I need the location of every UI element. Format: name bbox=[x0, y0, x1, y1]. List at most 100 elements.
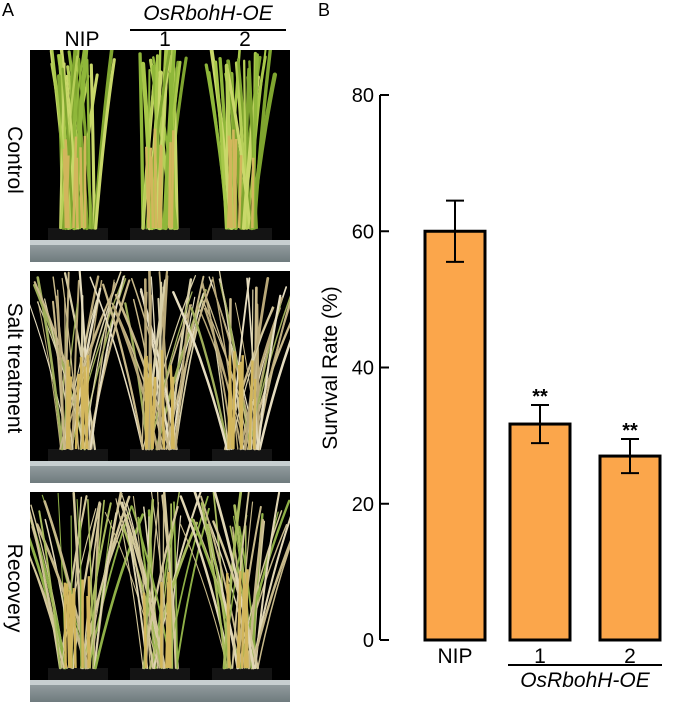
stem bbox=[87, 576, 91, 669]
x-tick-label: 1 bbox=[534, 645, 546, 668]
leaf-blade bbox=[258, 338, 290, 451]
stem bbox=[226, 583, 231, 669]
leaf-blade bbox=[94, 58, 116, 230]
stem bbox=[63, 582, 67, 669]
photo-salt-treatment bbox=[30, 271, 290, 483]
leaf-blade bbox=[257, 294, 282, 451]
stem bbox=[251, 157, 255, 229]
leaf-blade bbox=[257, 544, 290, 669]
stem bbox=[170, 130, 175, 229]
panel-a-col-label-2: 2 bbox=[239, 28, 251, 51]
panel-b-letter: B bbox=[318, 0, 331, 20]
stem bbox=[240, 355, 244, 450]
stem bbox=[72, 588, 77, 669]
leaf-blade bbox=[163, 492, 177, 669]
row-label-recovery: Recovery bbox=[3, 543, 26, 633]
stem bbox=[62, 148, 68, 229]
plants-control-image bbox=[48, 50, 278, 252]
stem bbox=[160, 350, 166, 450]
stem bbox=[69, 594, 74, 669]
stem bbox=[65, 583, 71, 669]
stem bbox=[232, 351, 236, 450]
stem bbox=[142, 592, 148, 669]
panel-a-col-label-1: 1 bbox=[159, 28, 171, 51]
x-tick-label: 2 bbox=[624, 645, 636, 668]
panel-a-letter: A bbox=[2, 0, 15, 20]
stem bbox=[252, 378, 257, 450]
stem bbox=[227, 366, 232, 450]
stem bbox=[166, 593, 172, 669]
leaf-blade bbox=[190, 307, 229, 451]
leaf-blade bbox=[203, 307, 243, 451]
leaf-blade bbox=[115, 498, 144, 669]
stem bbox=[167, 142, 172, 229]
stem bbox=[236, 571, 242, 669]
stem bbox=[79, 147, 84, 229]
plants-salt-image bbox=[30, 271, 290, 473]
bar bbox=[598, 454, 662, 642]
leaf-blade bbox=[172, 291, 229, 451]
bars: ** ** bbox=[423, 199, 662, 642]
y-tick-label: 60 bbox=[352, 221, 374, 243]
stem bbox=[72, 136, 78, 229]
stem bbox=[240, 572, 246, 669]
stem bbox=[170, 376, 175, 450]
stem bbox=[153, 128, 158, 229]
leaf-blade bbox=[122, 508, 155, 670]
leaf-blade bbox=[38, 510, 62, 669]
stem bbox=[237, 155, 243, 229]
tray bbox=[30, 240, 290, 262]
tray bbox=[30, 680, 290, 702]
x-tick-labels: NIP 1 2 bbox=[437, 645, 635, 668]
leaf-blade bbox=[78, 271, 92, 451]
leaf-blade bbox=[145, 502, 160, 669]
leaf-blade bbox=[89, 275, 125, 450]
panel-a-col-label-nip: NIP bbox=[64, 28, 100, 51]
stem bbox=[227, 135, 233, 229]
y-tick-label: 80 bbox=[352, 85, 374, 107]
leaf-blade bbox=[132, 495, 151, 669]
y-tick-label: 0 bbox=[363, 630, 374, 652]
leaf-blade bbox=[59, 495, 88, 670]
y-axis-label: Survival Rate (%) bbox=[319, 286, 342, 449]
leaf-blade bbox=[87, 498, 95, 669]
significance-marker: ** bbox=[532, 386, 548, 408]
stem bbox=[74, 373, 80, 450]
leaf-blade bbox=[200, 502, 227, 670]
tray bbox=[30, 461, 290, 483]
bar bbox=[508, 422, 572, 642]
stem bbox=[79, 357, 85, 450]
y-tick-label: 20 bbox=[352, 494, 374, 516]
leaf-blade bbox=[243, 276, 270, 451]
leaf-blade bbox=[214, 60, 228, 230]
leaf-blade bbox=[61, 67, 74, 230]
x-group-label: OsRbohH-OE bbox=[520, 669, 651, 692]
significance-marker: ** bbox=[622, 420, 638, 442]
y-tick-label: 40 bbox=[352, 358, 374, 380]
photo-control bbox=[30, 50, 290, 262]
leaf-blade bbox=[89, 63, 96, 230]
survival-rate-bar-chart: Survival Rate (%) 0 20 40 60 80 ** ** NIP 1 2 O… bbox=[319, 85, 662, 692]
panel-a-group-label: OsRbohH-OE bbox=[143, 2, 273, 25]
leaf-blade bbox=[102, 283, 145, 451]
stem bbox=[150, 156, 155, 229]
leaf-blade bbox=[94, 513, 145, 670]
leaf-blade bbox=[224, 63, 252, 230]
photo-recovery bbox=[30, 492, 290, 702]
leaf-blade bbox=[140, 61, 155, 231]
leaf-blade bbox=[213, 492, 255, 670]
y-axis: 0 20 40 60 80 bbox=[352, 85, 389, 652]
leaf-blade bbox=[162, 492, 165, 669]
leaf-blade bbox=[162, 50, 177, 230]
stem bbox=[244, 584, 249, 669]
leaf-blade bbox=[250, 540, 290, 670]
leaf-blade bbox=[51, 300, 66, 451]
leaf-blade bbox=[89, 276, 144, 450]
x-tick-label: NIP bbox=[437, 645, 472, 668]
row-label-control: Control bbox=[3, 126, 26, 194]
stem bbox=[75, 157, 79, 229]
stem bbox=[157, 144, 163, 229]
stem bbox=[145, 377, 151, 450]
stem bbox=[148, 363, 154, 450]
plants-recovery-image bbox=[30, 492, 290, 692]
